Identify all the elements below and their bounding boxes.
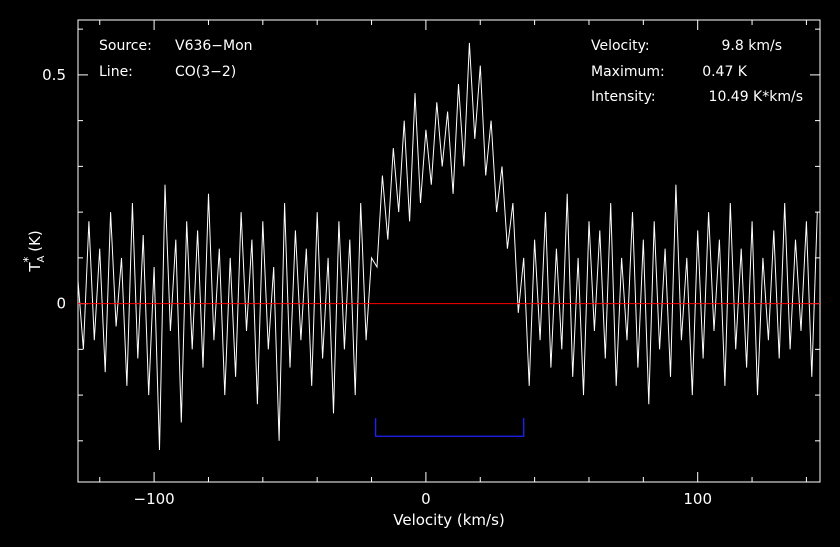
x-tick-label: 0	[421, 490, 431, 508]
velocity-value: 9.8 km/s	[722, 38, 782, 54]
info-block-right: Velocity: 9.8 km/s Maximum: 0.47 K Inten…	[591, 38, 803, 105]
y-tick-label: 0.5	[42, 66, 66, 84]
y-axis-label-sup: *	[21, 257, 35, 263]
velocity-key: Velocity:	[591, 38, 650, 54]
y-tick-label: 0	[56, 295, 66, 313]
series-layer	[77, 42, 818, 451]
y-tick-labels: 00.5	[42, 66, 66, 313]
svg-text:TA* (K): TA* (K)	[21, 230, 47, 272]
source-value: V636−Mon	[175, 38, 253, 54]
y-axis-label-sub: A	[36, 255, 47, 262]
info-block-left: Source: V636−Mon Line: CO(3−2)	[99, 38, 253, 80]
x-tick-label: −100	[134, 490, 175, 508]
spectrum-line	[77, 42, 818, 451]
source-key: Source:	[99, 38, 152, 54]
maximum-key: Maximum:	[591, 64, 665, 80]
integration-window	[374, 417, 525, 437]
line-key: Line:	[99, 64, 133, 80]
intensity-key: Intensity:	[591, 89, 656, 105]
x-tick-label: 100	[683, 490, 712, 508]
y-axis-label: TA* (K)	[21, 230, 47, 272]
y-axis-label-main: T	[26, 262, 44, 273]
axis-ticks	[78, 20, 820, 482]
maximum-value: 0.47 K	[702, 64, 748, 80]
intensity-value: 10.49 K*km/s	[709, 89, 803, 105]
plot-frame	[77, 19, 821, 483]
x-tick-labels: −100 0 100	[134, 490, 713, 508]
y-axis-label-unit: (K)	[26, 230, 44, 256]
x-axis-label: Velocity (km/s)	[393, 511, 504, 529]
line-value: CO(3−2)	[175, 64, 236, 80]
